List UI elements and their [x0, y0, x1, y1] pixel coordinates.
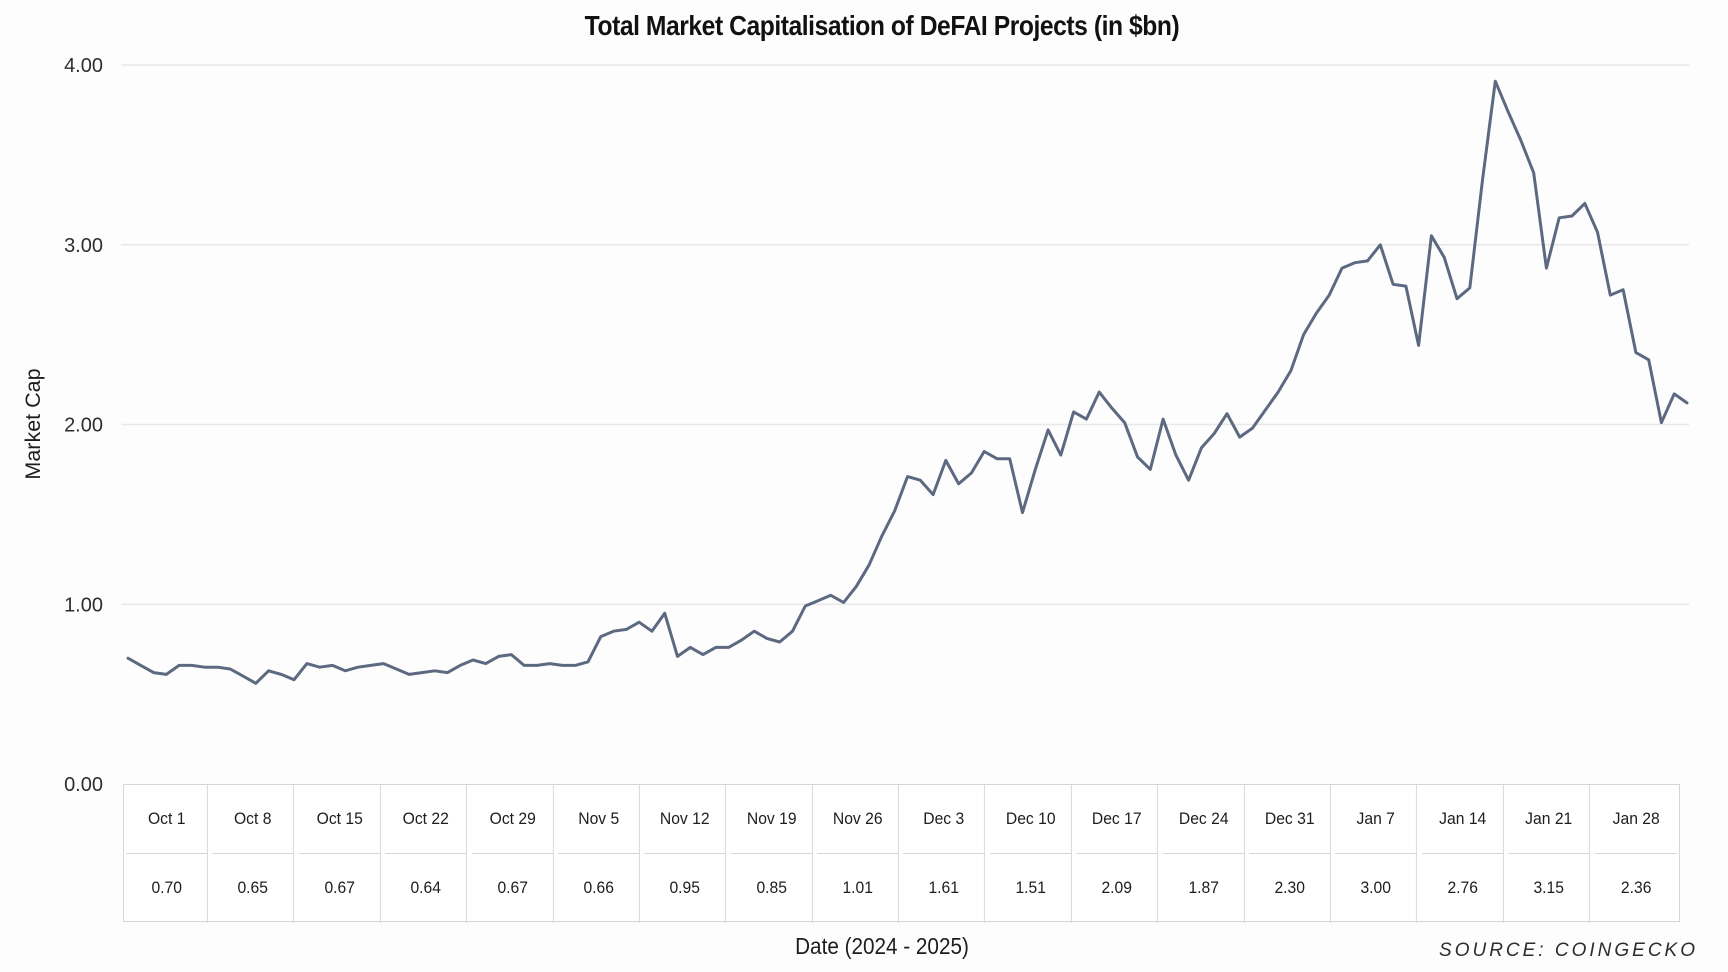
table-date-cell: Oct 29	[471, 785, 554, 854]
table-value-cell: 0.95	[644, 854, 727, 923]
table-value-cell: 0.67	[299, 854, 381, 923]
table-date-cell: Oct 1	[126, 785, 209, 854]
y-axis-title: Market Cap	[21, 368, 45, 479]
table-date-cell: Dec 31	[1249, 785, 1332, 854]
x-axis-title: Date (2024 - 2025)	[795, 933, 969, 959]
table-date-cell: Dec 3	[903, 785, 986, 854]
table-value-cell: 2.09	[1076, 854, 1159, 923]
table-date-cell: Oct 22	[385, 785, 468, 854]
table-date-cell: Nov 5	[558, 785, 641, 854]
gridlines	[121, 64, 1689, 605]
y-axis-tick-labels: 0.00 1.00 2.00 3.00 4.00	[64, 55, 103, 796]
table-value-cell: 0.65	[213, 854, 295, 923]
table-date-cell: Jan 28	[1594, 785, 1677, 854]
table-value-cell: 0.66	[558, 854, 641, 923]
table-value-cell: 0.85	[731, 854, 813, 923]
table-value-cell: 2.36	[1620, 879, 1652, 897]
table-date-cell: Oct 15	[298, 785, 381, 854]
y-tick-label: 4.00	[64, 55, 103, 77]
table-date-cell: Oct 8	[212, 785, 295, 854]
table-value-cell: 1.61	[904, 854, 986, 923]
table-date-cell: Dec 24	[1162, 785, 1245, 854]
chart-title: Total Market Capitalisation of DeFAI Pro…	[584, 10, 1180, 41]
table-value-cell: 1.51	[990, 854, 1073, 923]
table-value-cell: 0.64	[385, 854, 468, 923]
table-date-cell: Jan 7	[1335, 785, 1418, 854]
table-value-cell: 3.15	[1508, 854, 1591, 923]
table-date-cell: Dec 17	[1076, 785, 1159, 854]
table-date-cell: Jan 14	[1421, 785, 1505, 854]
table-date-cell: Nov 19	[730, 785, 813, 854]
y-tick-label: 3.00	[64, 235, 103, 257]
table-date-cell: Nov 12	[644, 785, 727, 854]
table-date-cell: Nov 26	[817, 785, 900, 854]
table-date-cell: Jan 21	[1508, 785, 1591, 854]
table-value-cell: 2.76	[1422, 854, 1505, 923]
source-label: SOURCE: COINGECKO	[1439, 940, 1698, 961]
table-value-cell: 0.67	[472, 854, 554, 923]
table-date-cell: Dec 10	[990, 785, 1073, 854]
y-tick-label: 0.00	[64, 774, 103, 796]
table-value-cell: 0.70	[126, 854, 209, 923]
table-value-cell: 2.30	[1249, 854, 1332, 923]
y-tick-label: 1.00	[64, 594, 103, 616]
market-cap-line	[126, 79, 1689, 685]
y-tick-label: 2.00	[64, 415, 103, 437]
table-value-cell: 1.87	[1163, 854, 1245, 923]
weekly-table: Oct 1 Oct 8 Oct 15 Oct 22 Oct 29 Nov 5 Nov 12 N…	[123, 784, 1680, 923]
table-value-cell: 3.00	[1336, 854, 1418, 923]
table-value-cell: 1.01	[817, 854, 900, 923]
